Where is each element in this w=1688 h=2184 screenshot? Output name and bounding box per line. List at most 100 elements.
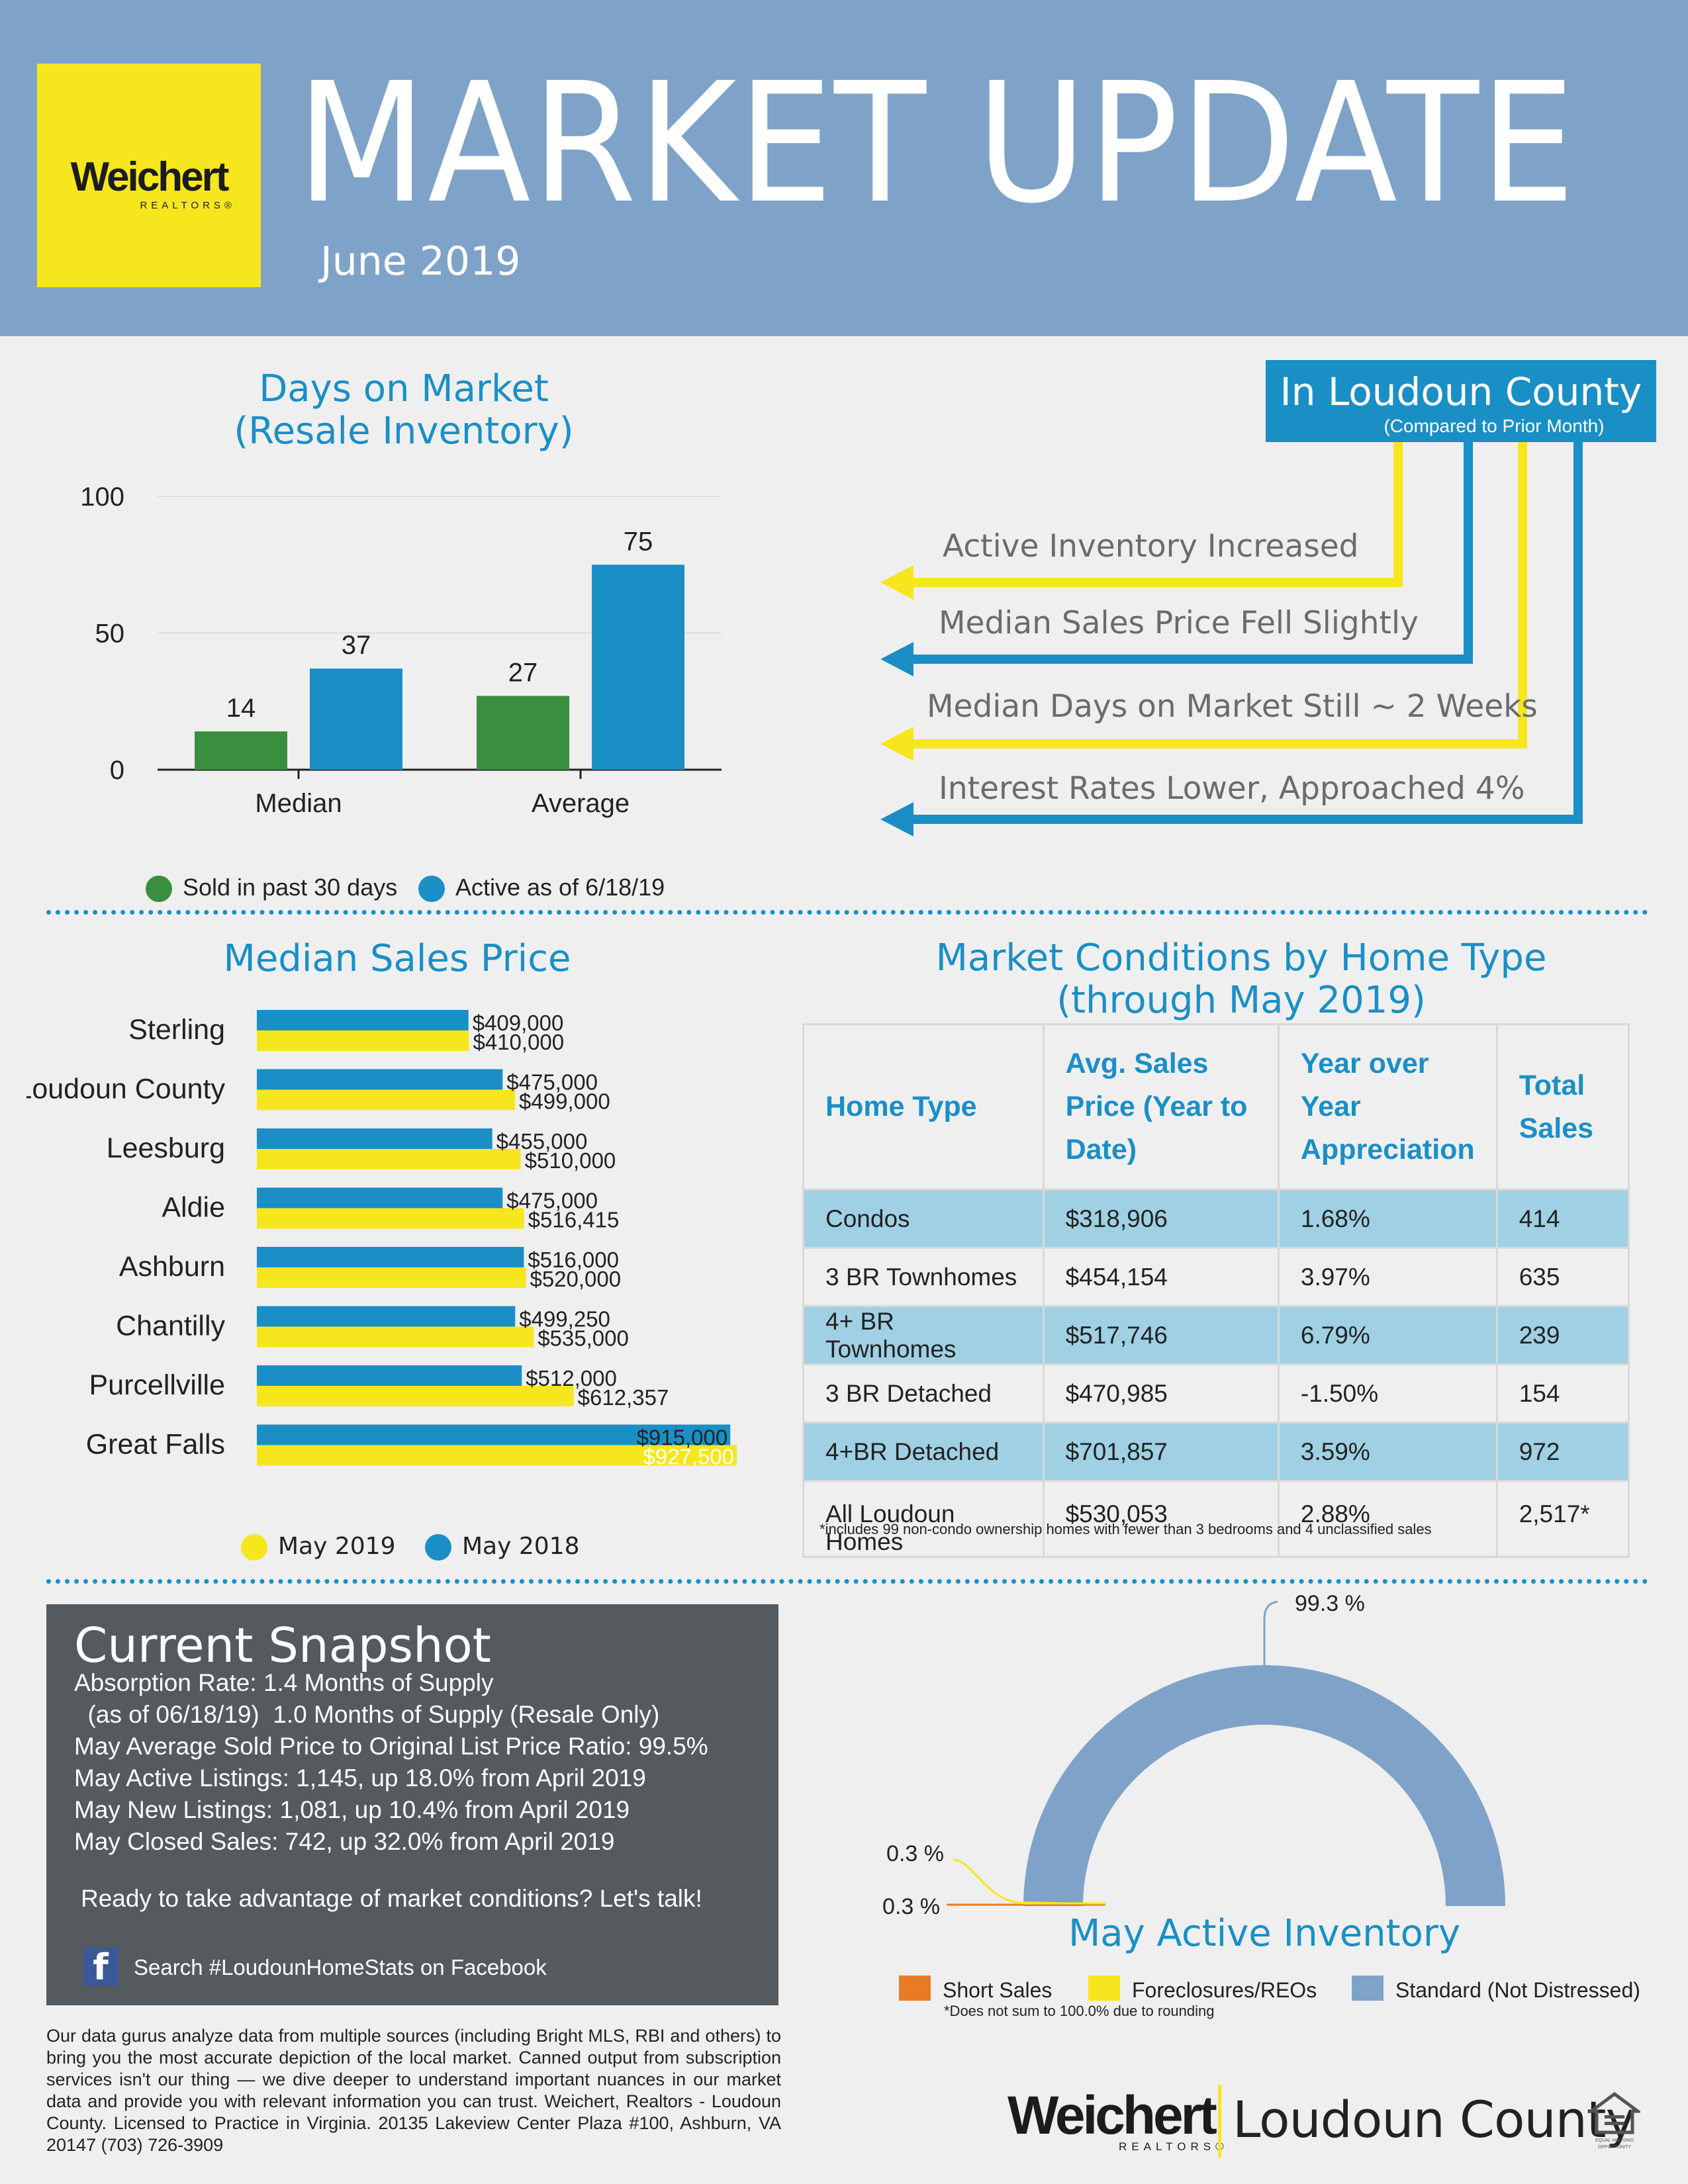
col-header-avg-price: Avg. Sales Price (Year to Date): [1042, 1023, 1280, 1191]
legend-swatch: [1352, 1976, 1383, 2001]
donut-slice: [1023, 1665, 1505, 1906]
mc-title-line1: Market Conditions by Home Type: [935, 936, 1547, 979]
logo-wordmark: Weichert: [70, 154, 230, 200]
dom-title: Days on Market (Resale Inventory): [139, 368, 669, 453]
data-label: $410,000: [473, 1030, 564, 1054]
mc-title-line2: (through May 2019): [1056, 979, 1426, 1022]
col-header-home-type: Home Type: [802, 1023, 1045, 1191]
divider-1: [46, 910, 1648, 915]
bar-may-2018: [257, 1247, 524, 1267]
data-label: $612,357: [578, 1385, 669, 1410]
data-label: $520,000: [530, 1267, 621, 1291]
legend-swatch-green: [146, 876, 172, 903]
col-header-appreciation: Year over Year Appreciation: [1277, 1023, 1498, 1191]
cell: 4+BR Detached: [802, 1422, 1045, 1482]
legend-label: Short Sales: [943, 1978, 1052, 2002]
cell: Condos: [802, 1189, 1045, 1249]
dom-legend-active-label: Active as of 6/18/19: [455, 874, 665, 901]
data-label: $475,000: [506, 1189, 598, 1213]
snapshot-line: May Average Sold Price to Original List …: [74, 1733, 708, 1760]
y-tick-label: 0: [110, 756, 124, 785]
cell: 1.68%: [1277, 1189, 1498, 1249]
equal-housing-opportunity-icon: EQUAL HOUSING OPPORTUNITY: [1589, 2091, 1640, 2150]
category-label: Loudoun County: [26, 1073, 225, 1105]
footer-divider: [1218, 2085, 1221, 2158]
snapshot-line: May New Listings: 1,081, up 10.4% from A…: [74, 1796, 630, 1823]
table-row: Condos $318,906 1.68% 414: [802, 1189, 1630, 1249]
cell: $470,985: [1042, 1363, 1280, 1424]
legend-swatch-yellow: [241, 1534, 267, 1561]
cell: 3 BR Detached: [802, 1363, 1045, 1424]
legend-label: Foreclosures/REOs: [1132, 1978, 1317, 2002]
logo-subtext: REALTORS®: [140, 200, 236, 211]
arrow-blue-1: [880, 442, 1473, 676]
table-row: All Loudoun Homes $530,053 2.88% 2,517*: [802, 1480, 1630, 1558]
legend-swatch-blue: [418, 876, 445, 903]
legend-swatch: [899, 1976, 931, 2001]
cell: 3 BR Townhomes: [802, 1247, 1045, 1307]
category-label: Sterling: [128, 1014, 225, 1046]
cell: 414: [1495, 1189, 1630, 1249]
mc-title: Market Conditions by Home Type (through …: [861, 937, 1622, 1022]
data-label: $516,000: [528, 1248, 619, 1272]
bar-may-2018: [257, 1365, 522, 1386]
bar-may-2018: [257, 1424, 731, 1445]
cell: 4+ BR Townhomes: [802, 1305, 1045, 1365]
footer-logo-subtext: REALTORS®: [1119, 2140, 1229, 2153]
days-on-market-chart: 0 50 100 Median 14 37 Average 27 75: [80, 482, 722, 818]
point-active-inventory: Active Inventory Increased: [943, 528, 1359, 565]
cell: 2,517*: [1495, 1480, 1630, 1558]
cell: 635: [1495, 1247, 1630, 1307]
category-label: Leesburg: [107, 1132, 225, 1164]
table-row: 4+ BR Townhomes $517,746 6.79% 239: [802, 1305, 1630, 1365]
loudoun-subtitle: (Compared to Prior Month): [1383, 416, 1605, 436]
data-label: $499,250: [519, 1307, 610, 1332]
cell: $318,906: [1042, 1189, 1280, 1249]
eho-text-line: EQUAL HOUSING: [1595, 2138, 1634, 2143]
data-label: $512,000: [526, 1366, 617, 1390]
msp-title: Median Sales Price: [223, 937, 571, 980]
cell: $517,746: [1042, 1305, 1280, 1365]
bar-may-2019: [257, 1386, 574, 1406]
y-tick-label: 50: [95, 619, 125, 649]
msp-legend-2019-label: May 2019: [278, 1533, 396, 1560]
market-conditions-table: Home Type Avg. Sales Price (Year to Date…: [802, 1023, 1630, 1558]
point-median-price: Median Sales Price Fell Slightly: [939, 605, 1419, 641]
bar: [310, 668, 402, 770]
point-interest-rates: Interest Rates Lower, Approached 4%: [939, 770, 1525, 807]
bar-may-2019: [257, 1326, 534, 1347]
bar-may-2018: [257, 1010, 469, 1030]
bar-may-2019: [257, 1089, 516, 1111]
snapshot-title: Current Snapshot: [74, 1617, 491, 1673]
cell: 2.88%: [1277, 1480, 1498, 1558]
snapshot-line: (as of 06/18/19) 1.0 Months of Supply (R…: [74, 1701, 660, 1728]
leader-line-standard: [1263, 1600, 1278, 1665]
facebook-search-text: Search #LoudounHomeStats on Facebook: [134, 1955, 547, 1979]
data-label: $516,415: [528, 1208, 620, 1232]
bar-may-2019: [257, 1445, 737, 1466]
cell: $530,053: [1042, 1480, 1280, 1558]
page-subtitle: June 2019: [320, 238, 521, 285]
table-row: 4+BR Detached $701,857 3.59% 972: [802, 1422, 1630, 1482]
bar-may-2019: [257, 1149, 521, 1169]
bar-may-2018: [257, 1069, 503, 1090]
bar-may-2018: [257, 1128, 492, 1149]
category-label: Aldie: [162, 1192, 225, 1224]
facebook-icon[interactable]: f: [83, 1947, 118, 1988]
bar-may-2019: [257, 1267, 526, 1288]
bar-may-2019: [257, 1208, 524, 1229]
slice-label: 0.3 %: [882, 1894, 940, 1919]
cell: All Loudoun Homes: [802, 1480, 1045, 1558]
table-footnote: *includes 99 non-condo ownership homes w…: [820, 1521, 1432, 1537]
bar: [195, 731, 287, 770]
bar-may-2018: [257, 1187, 503, 1208]
slice-label: 0.3 %: [886, 1841, 944, 1866]
data-label: $409,000: [473, 1011, 564, 1035]
dom-legend-active: Active as of 6/18/19: [418, 874, 665, 903]
data-label: 14: [226, 694, 256, 723]
data-label: $927,500: [643, 1445, 734, 1469]
snapshot-line: May Active Listings: 1,145, up 18.0% fro…: [74, 1764, 646, 1792]
bar: [477, 696, 569, 770]
snapshot-line: Absorption Rate: 1.4 Months of Supply: [74, 1669, 494, 1696]
x-tick-label: Average: [532, 789, 630, 818]
